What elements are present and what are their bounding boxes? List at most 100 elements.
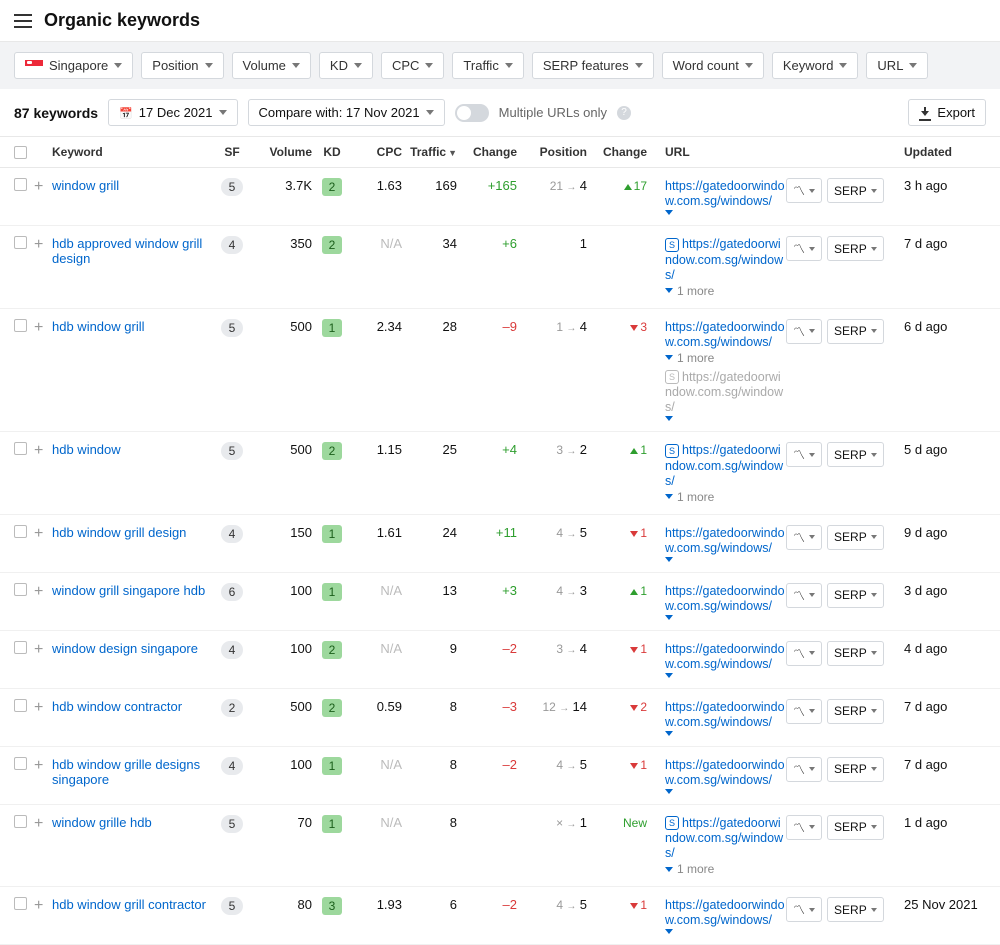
chart-button[interactable]: 〽 [786, 583, 822, 608]
url-link[interactable]: https://gatedoorwindow.com.sg/windows/ [665, 898, 785, 927]
row-checkbox[interactable] [14, 583, 27, 596]
url-link[interactable]: https://gatedoorwindow.com.sg/windows/ [665, 526, 785, 555]
col-updated[interactable]: Updated [896, 145, 986, 159]
row-checkbox[interactable] [14, 319, 27, 332]
col-position[interactable]: Position [517, 145, 587, 159]
menu-icon[interactable] [14, 14, 32, 28]
col-keyword[interactable]: Keyword [52, 145, 212, 159]
url-link[interactable]: https://gatedoorwindow.com.sg/windows/ [665, 237, 783, 282]
expand-icon[interactable]: + [34, 757, 52, 775]
url-link[interactable]: https://gatedoorwindow.com.sg/windows/ [665, 320, 785, 349]
col-sf[interactable]: SF [212, 145, 252, 159]
expand-icon[interactable]: + [34, 641, 52, 659]
expand-icon[interactable]: + [34, 699, 52, 717]
chart-button[interactable]: 〽 [786, 641, 822, 666]
serp-button[interactable]: SERP [827, 178, 884, 203]
expand-icon[interactable]: + [34, 236, 52, 254]
serp-button[interactable]: SERP [827, 583, 884, 608]
compare-picker[interactable]: Compare with: 17 Nov 2021 [248, 99, 445, 126]
caret-icon [809, 767, 815, 771]
filter-kd[interactable]: KD [319, 52, 373, 79]
serp-button[interactable]: SERP [827, 897, 884, 922]
caret-icon [114, 63, 122, 68]
expand-icon[interactable]: + [34, 319, 52, 337]
keyword-link[interactable]: hdb window contractor [52, 699, 182, 714]
chart-button[interactable]: 〽 [786, 319, 822, 344]
chart-button[interactable]: 〽 [786, 178, 822, 203]
url-link[interactable]: https://gatedoorwindow.com.sg/windows/ [665, 443, 783, 488]
date-picker[interactable]: 17 Dec 2021 [108, 99, 237, 126]
chart-button[interactable]: 〽 [786, 442, 822, 467]
chart-button[interactable]: 〽 [786, 525, 822, 550]
url-link[interactable]: https://gatedoorwindow.com.sg/windows/ [665, 642, 785, 671]
keyword-link[interactable]: hdb approved window grill design [52, 236, 202, 266]
keyword-link[interactable]: hdb window grill [52, 319, 145, 334]
keyword-link[interactable]: hdb window [52, 442, 121, 457]
url-link[interactable]: https://gatedoorwindow.com.sg/windows/ [665, 700, 785, 729]
expand-icon[interactable]: + [34, 178, 52, 196]
filter-cpc[interactable]: CPC [381, 52, 444, 79]
serp-button[interactable]: SERP [827, 815, 884, 840]
expand-icon[interactable]: + [34, 583, 52, 601]
filter-traffic[interactable]: Traffic [452, 52, 523, 79]
serp-button[interactable]: SERP [827, 319, 884, 344]
row-checkbox[interactable] [14, 699, 27, 712]
row-checkbox[interactable] [14, 442, 27, 455]
url-link[interactable]: https://gatedoorwindow.com.sg/windows/ [665, 816, 783, 861]
serp-button[interactable]: SERP [827, 641, 884, 666]
select-all-checkbox[interactable] [14, 146, 27, 159]
row-checkbox[interactable] [14, 236, 27, 249]
filter-position[interactable]: Position [141, 52, 223, 79]
col-volume[interactable]: Volume [252, 145, 312, 159]
expand-icon[interactable]: + [34, 815, 52, 833]
serp-button[interactable]: SERP [827, 525, 884, 550]
row-checkbox[interactable] [14, 525, 27, 538]
row-checkbox[interactable] [14, 815, 27, 828]
expand-icon[interactable]: + [34, 525, 52, 543]
keyword-link[interactable]: hdb window grill design [52, 525, 186, 540]
keyword-link[interactable]: hdb window grille designs singapore [52, 757, 200, 787]
url-link[interactable]: https://gatedoorwindow.com.sg/windows/ [665, 758, 785, 787]
filter-keyword[interactable]: Keyword [772, 52, 859, 79]
col-change[interactable]: Change [457, 145, 517, 159]
serp-button[interactable]: SERP [827, 236, 884, 261]
serp-button[interactable]: SERP [827, 757, 884, 782]
filter-word-count[interactable]: Word count [662, 52, 764, 79]
url-link[interactable]: https://gatedoorwindow.com.sg/windows/ [665, 179, 785, 208]
keyword-link[interactable]: hdb window grill contractor [52, 897, 206, 912]
row-checkbox[interactable] [14, 757, 27, 770]
keyword-link[interactable]: window grille hdb [52, 815, 152, 830]
position-change: 1 [587, 641, 647, 656]
chart-button[interactable]: 〽 [786, 699, 822, 724]
filter-volume[interactable]: Volume [232, 52, 311, 79]
expand-icon[interactable]: + [34, 897, 52, 915]
serp-button[interactable]: SERP [827, 442, 884, 467]
chart-button[interactable]: 〽 [786, 236, 822, 261]
row-checkbox[interactable] [14, 178, 27, 191]
row-checkbox[interactable] [14, 641, 27, 654]
caret-icon [665, 494, 673, 499]
keyword-link[interactable]: window design singapore [52, 641, 198, 656]
help-icon[interactable]: ? [617, 106, 631, 120]
col-traffic[interactable]: Traffic▼ [402, 145, 457, 159]
traffic-change: –2 [457, 641, 517, 656]
chart-button[interactable]: 〽 [786, 815, 822, 840]
expand-icon[interactable]: + [34, 442, 52, 460]
chart-icon: 〽 [793, 703, 805, 720]
serp-button[interactable]: SERP [827, 699, 884, 724]
keyword-link[interactable]: window grill singapore hdb [52, 583, 205, 598]
export-button[interactable]: Export [908, 99, 986, 126]
row-checkbox[interactable] [14, 897, 27, 910]
url-link[interactable]: https://gatedoorwindow.com.sg/windows/ [665, 584, 785, 613]
chart-button[interactable]: 〽 [786, 897, 822, 922]
multi-urls-toggle[interactable] [455, 104, 489, 122]
col-change[interactable]: Change [587, 145, 647, 159]
col-url[interactable]: URL [647, 145, 786, 159]
col-kd[interactable]: KD [312, 145, 352, 159]
keyword-link[interactable]: window grill [52, 178, 119, 193]
filter-url[interactable]: URL [866, 52, 928, 79]
col-cpc[interactable]: CPC [352, 145, 402, 159]
chart-button[interactable]: 〽 [786, 757, 822, 782]
filter-country[interactable]: Singapore [14, 52, 133, 79]
filter-serp-features[interactable]: SERP features [532, 52, 654, 79]
